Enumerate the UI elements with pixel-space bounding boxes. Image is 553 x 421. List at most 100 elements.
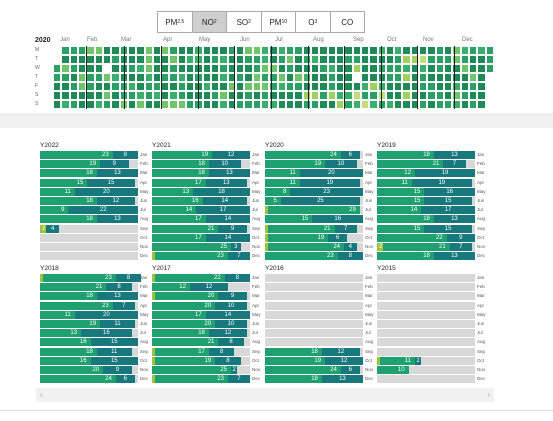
horizontal-scrollbar[interactable]: ‹ › <box>36 388 494 402</box>
calendar-day-cell <box>353 64 361 73</box>
calendar-day-cell <box>436 82 444 91</box>
month-label: Jan <box>140 275 147 280</box>
calendar-day-cell <box>78 91 86 100</box>
month-bar <box>265 283 363 291</box>
year-title: Y2021 <box>152 142 171 149</box>
bar-segment: 24 <box>265 366 341 374</box>
calendar-day-cell <box>145 55 153 64</box>
month-bar: 11 20 <box>265 169 363 177</box>
month-label: Nov <box>365 244 373 249</box>
calendar-day-cell <box>103 64 111 73</box>
tab-so2[interactable]: SO 2 <box>226 11 262 33</box>
calendar-day-cell <box>253 82 261 91</box>
calendar-day-cell <box>161 55 169 64</box>
calendar-day-cell <box>219 46 227 55</box>
bar-segment: 23 <box>290 188 363 196</box>
bar-segment: 12 <box>97 197 135 205</box>
scroll-left-icon[interactable]: ‹ <box>40 390 43 399</box>
month-row: 11 19 Apr <box>265 179 375 187</box>
month-row: 21 7 Feb <box>377 160 487 168</box>
bar-segment: 9 <box>40 206 68 214</box>
calendar-day-cell <box>211 82 219 91</box>
month-row: 18 13 Mar <box>40 292 150 300</box>
month-label: Jun <box>140 198 147 203</box>
calendar-day-cell <box>469 46 477 55</box>
calendar-day-cell <box>369 64 377 73</box>
calendar-day-cell <box>394 73 402 82</box>
bar-segment: 23 <box>43 274 116 282</box>
month-label: Feb <box>252 161 260 166</box>
month-label: Apr <box>365 303 372 308</box>
calendar-day-cell <box>253 46 261 55</box>
tab-no2[interactable]: NO 2 <box>192 11 228 33</box>
calendar-day-cell <box>70 64 78 73</box>
month-bar: 8 23 <box>265 188 363 196</box>
bar-segment: 7 <box>450 243 472 251</box>
calendar-day-cell <box>211 64 219 73</box>
calendar-day-cell <box>444 46 452 55</box>
bar-segment: 2 <box>231 366 237 374</box>
calendar-day-cell <box>469 82 477 91</box>
month-bar <box>265 338 363 346</box>
tab-pm25[interactable]: PM 2.5 <box>157 11 193 33</box>
calendar-day-cell <box>186 46 194 55</box>
month-row: Mar <box>265 292 375 300</box>
calendar-day-cell <box>211 46 219 55</box>
scroll-right-icon[interactable]: › <box>487 390 490 399</box>
month-row: 18 13 Dec <box>377 252 487 260</box>
calendar-day-cell <box>178 55 186 64</box>
calendar-day-cell <box>95 64 103 73</box>
bar-segment: 14 <box>206 215 250 223</box>
calendar-day-cell <box>261 55 269 64</box>
month-row: 19 8 Oct <box>152 357 262 365</box>
bar-segment: 17 <box>155 348 209 356</box>
bar-segment: 23 <box>155 252 228 260</box>
bar-segment: 12 <box>212 151 250 159</box>
calendar-day-cell <box>294 46 302 55</box>
month-bar: 12 19 <box>377 169 475 177</box>
calendar-day-cell <box>369 73 377 82</box>
year-panel: Y2020 24 6 Jan 19 10 Feb 11 20 Mar 11 19 Apr 8 23 May 5 2… <box>265 142 375 260</box>
month-bar: 18 13 <box>40 292 138 300</box>
calendar-day-cell <box>294 73 302 82</box>
month-bar: 2 21 7 <box>377 243 475 251</box>
month-bar: 23 7 <box>152 375 250 383</box>
month-label: Sep <box>140 226 148 231</box>
bar-segment: 15 <box>91 338 138 346</box>
month-row: 17 8 Sep <box>152 348 262 356</box>
month-row: 24 6 Dec <box>40 375 150 383</box>
calendar-day-cell <box>294 64 302 73</box>
calendar-day-cell <box>328 91 336 100</box>
calendar-day-cell <box>128 46 136 55</box>
bar-segment: 21 <box>377 160 443 168</box>
calendar-day-cell <box>328 100 336 109</box>
calendar-day-cell <box>145 46 153 55</box>
calendar-day-cell <box>53 91 61 100</box>
bar-segment: 23 <box>40 302 113 310</box>
calendar-day-cell <box>286 82 294 91</box>
bottom-border <box>0 410 553 411</box>
bar-segment: 17 <box>152 234 206 242</box>
bar-segment: 24 <box>40 375 116 383</box>
month-label: Jun <box>477 198 484 203</box>
calendar-day-cell <box>244 91 252 100</box>
calendar-day-cell <box>328 46 336 55</box>
month-row: Jan <box>377 274 487 282</box>
calendar-day-cell <box>186 100 194 109</box>
month-row: 17 14 Oct <box>152 234 262 242</box>
month-bar <box>265 311 363 319</box>
calendar-day-cell <box>103 73 111 82</box>
month-label: Apr <box>365 180 372 185</box>
calendar-day-cell <box>353 55 361 64</box>
calendar-day-cell <box>361 64 369 73</box>
calendar-day-cell <box>336 55 344 64</box>
year-title: Y2022 <box>40 142 59 149</box>
calendar-day-cell <box>419 55 427 64</box>
tab-co[interactable]: CO <box>330 11 366 33</box>
month-bar <box>377 292 475 300</box>
calendar-day-cell <box>319 73 327 82</box>
tab-pm10[interactable]: PM 10 <box>261 11 297 33</box>
calendar-day-cell <box>361 91 369 100</box>
month-row: Apr <box>377 302 487 310</box>
